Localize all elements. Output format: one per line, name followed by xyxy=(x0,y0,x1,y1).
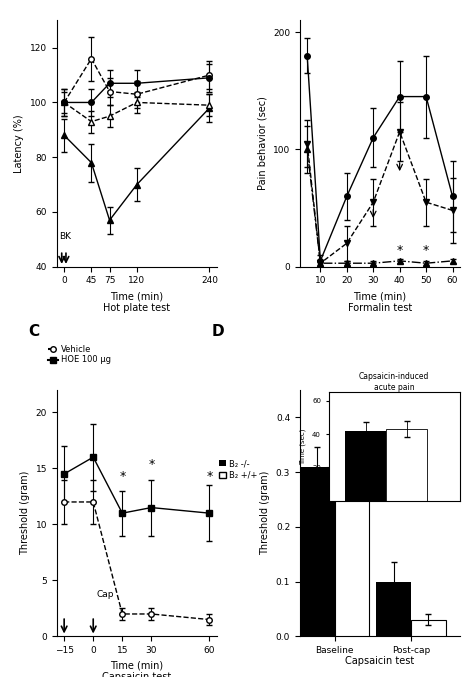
Bar xyxy=(335,472,369,636)
Y-axis label: Latency (%): Latency (%) xyxy=(14,114,24,173)
Text: BK: BK xyxy=(59,232,71,242)
Y-axis label: Threshold (gram): Threshold (gram) xyxy=(260,471,270,555)
Text: C: C xyxy=(28,324,39,338)
Text: Cap: Cap xyxy=(96,590,114,599)
Bar xyxy=(411,620,446,636)
Y-axis label: Threshold (gram): Threshold (gram) xyxy=(20,471,30,555)
X-axis label: Capsaicin test: Capsaicin test xyxy=(345,657,414,666)
Bar xyxy=(300,466,335,636)
Legend: Vehicle, HOE 100 μg: Vehicle, HOE 100 μg xyxy=(48,345,111,364)
X-axis label: Time (min)
Formalin test: Time (min) Formalin test xyxy=(348,291,412,313)
Text: *: * xyxy=(423,244,429,257)
X-axis label: Time (min)
Hot plate test: Time (min) Hot plate test xyxy=(103,291,170,313)
Bar xyxy=(376,582,411,636)
Text: *: * xyxy=(397,244,403,257)
X-axis label: Time (min)
Capsaicin test: Time (min) Capsaicin test xyxy=(102,661,172,677)
Text: *: * xyxy=(148,458,155,471)
Text: D: D xyxy=(212,324,225,338)
Y-axis label: Pain behavior (sec): Pain behavior (sec) xyxy=(257,97,267,190)
Text: p< 0.05: p< 0.05 xyxy=(418,411,451,420)
Text: *: * xyxy=(206,470,213,483)
Legend: B₂ -/-, B₂ +/+: B₂ -/-, B₂ +/+ xyxy=(216,456,261,483)
Text: *: * xyxy=(119,470,126,483)
